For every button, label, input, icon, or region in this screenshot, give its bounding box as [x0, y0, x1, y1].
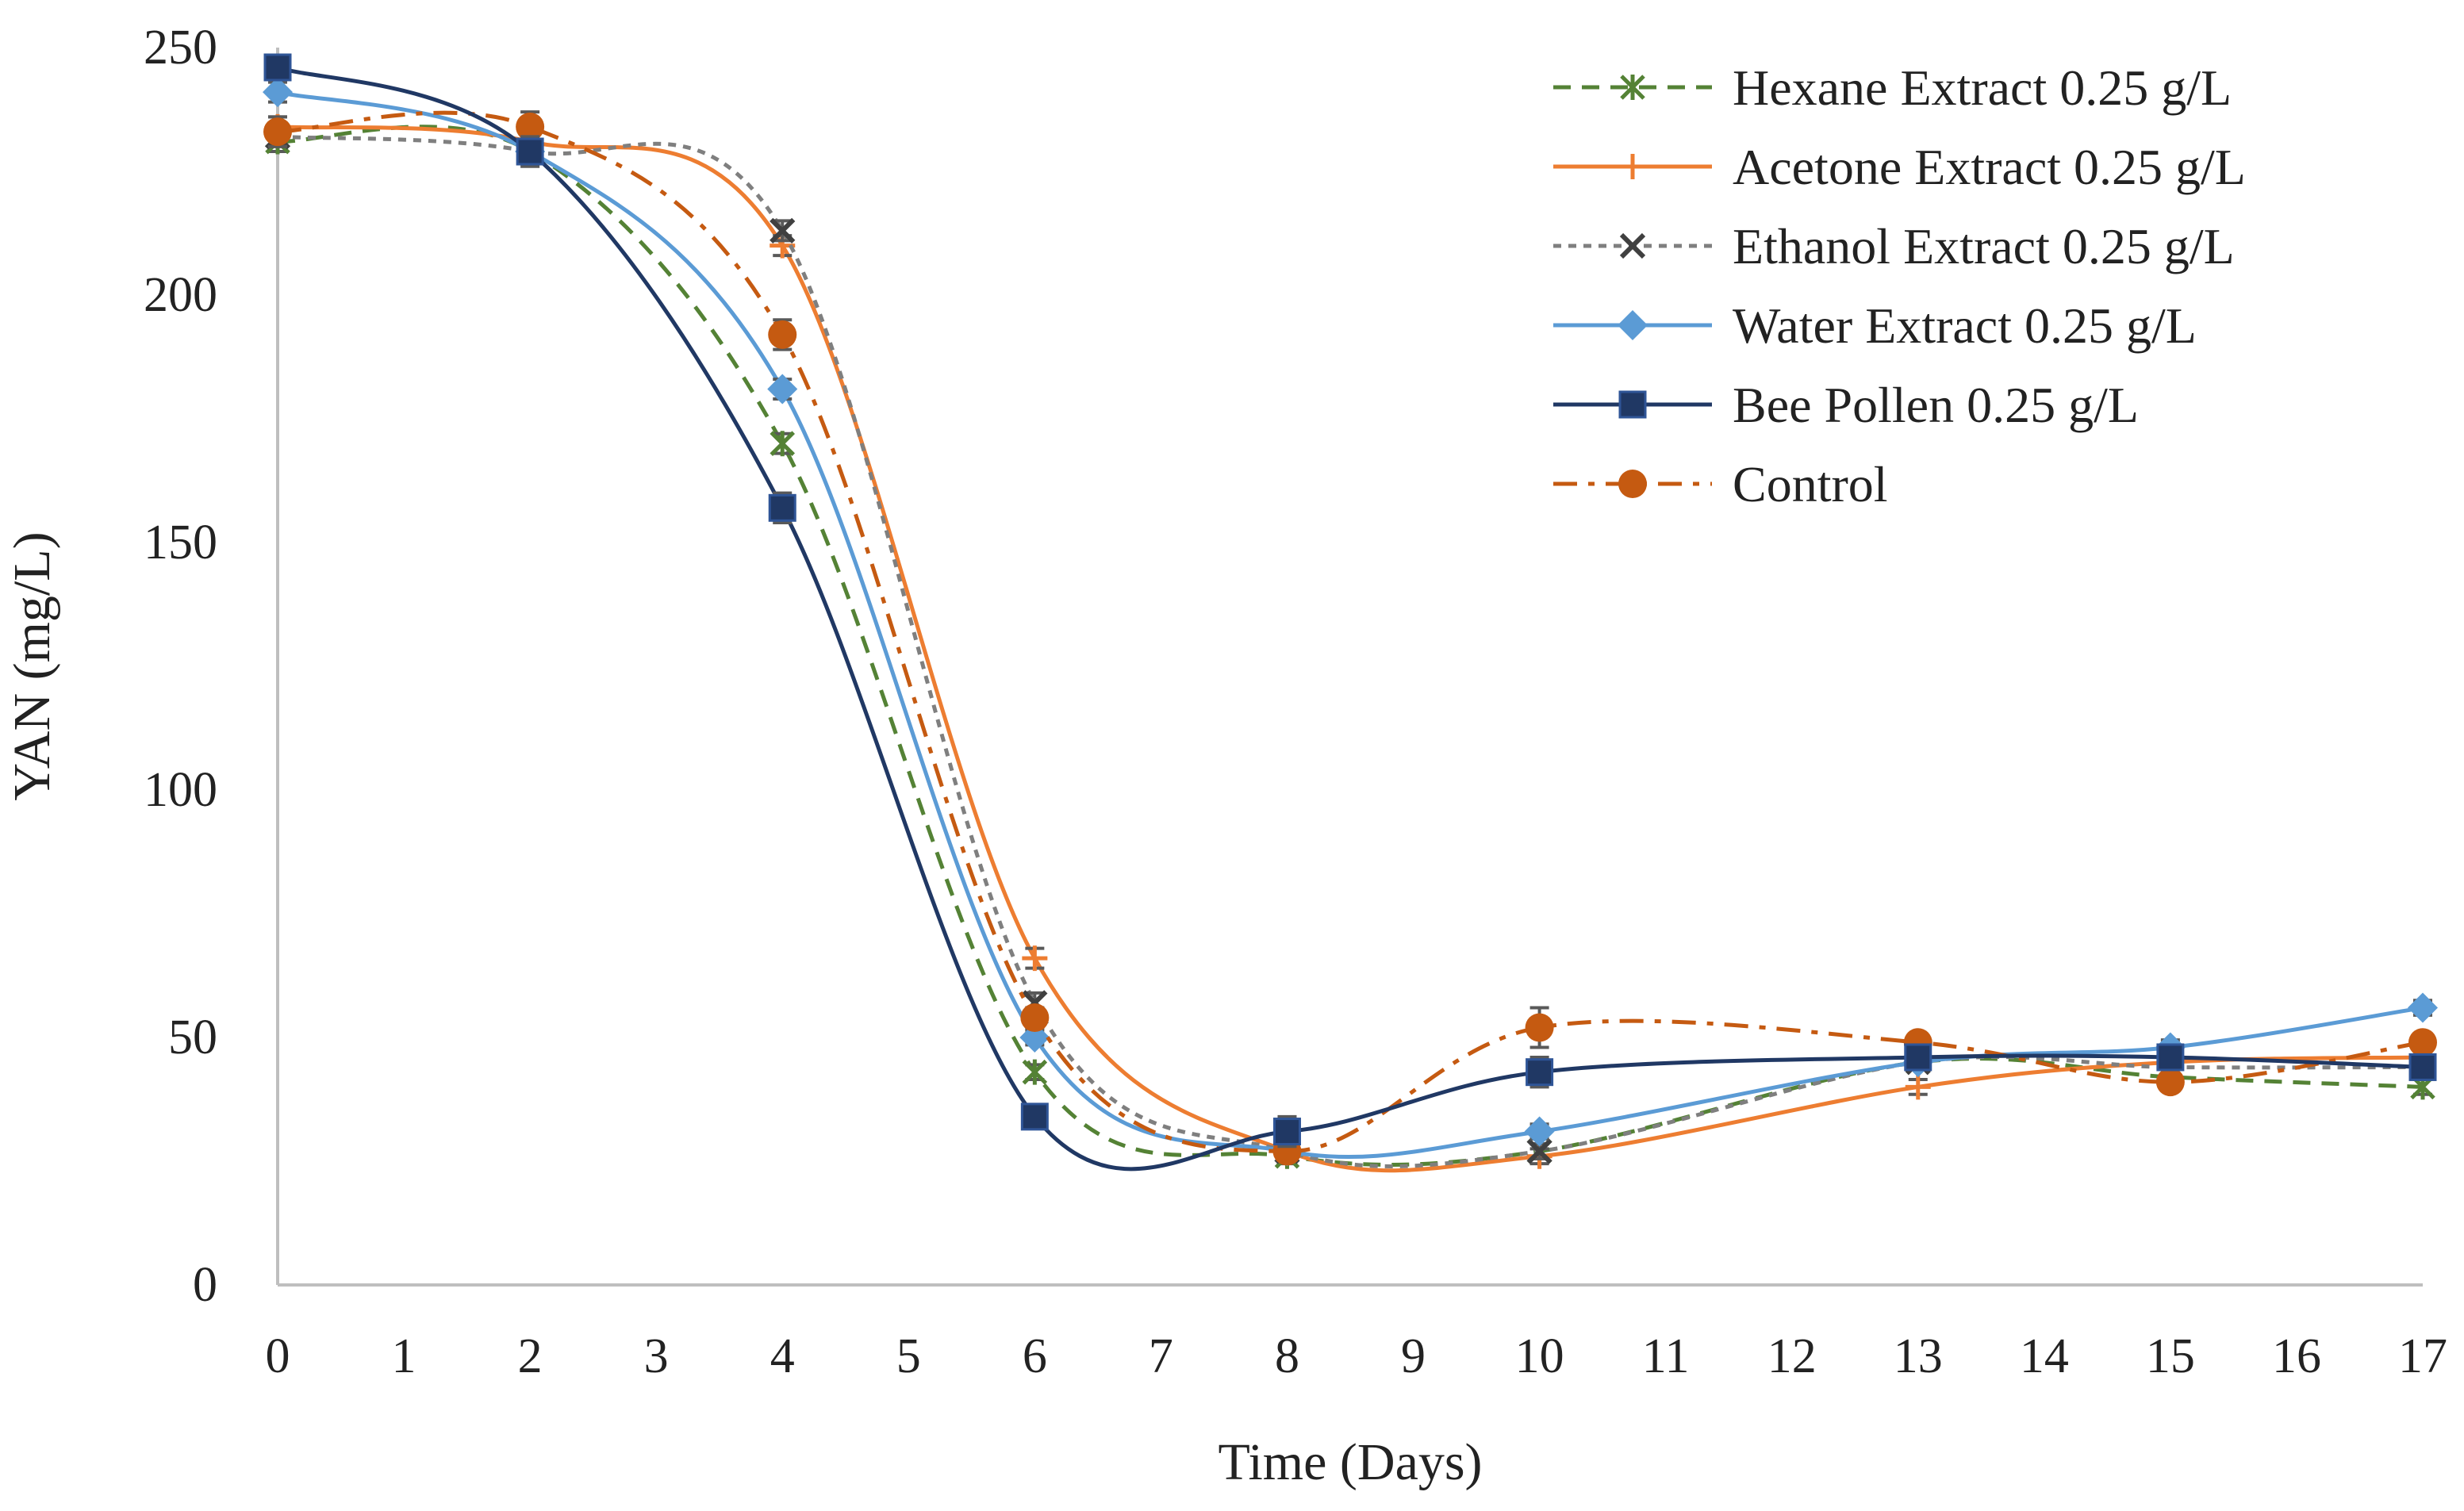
data-point: [2156, 1043, 2185, 1072]
legend-label: Water Extract 0.25 g/L: [1733, 297, 2197, 354]
data-point: [1525, 1013, 1554, 1042]
data-point: [770, 217, 796, 244]
series-line: [277, 65, 2424, 1172]
data-point: [516, 137, 544, 166]
axes: [276, 48, 2423, 1287]
y-tick-label: 200: [144, 268, 217, 322]
series-layer: [263, 53, 2438, 1173]
y-tick-label: 250: [144, 21, 217, 75]
legend-marker: [1618, 390, 1647, 419]
legend-label: Ethanol Extract 0.25 g/L: [1733, 218, 2235, 274]
y-tick-label: 100: [144, 763, 217, 817]
x-tick-label: 3: [644, 1329, 669, 1383]
data-point: [1020, 1103, 1049, 1131]
data-point: [1526, 1138, 1552, 1164]
data-point: [1022, 945, 1048, 972]
data-point: [516, 112, 545, 141]
data-point: [767, 374, 798, 405]
data-point: [768, 493, 796, 522]
legend-item: Control: [1553, 456, 1888, 512]
legend-marker: [1619, 232, 1646, 259]
data-point: [770, 431, 796, 457]
legend-marker: [1618, 470, 1647, 498]
x-tick-label: 10: [1515, 1329, 1564, 1383]
series-line: [277, 90, 2424, 1160]
x-tick-label: 7: [1149, 1329, 1173, 1383]
legend-item: Bee Pollen 0.25 g/L: [1553, 377, 2139, 433]
x-tick-label: 8: [1275, 1329, 1299, 1383]
x-tick-label: 14: [2020, 1329, 2069, 1383]
y-tick-labels: 0 50 100 150 200 250: [144, 21, 217, 1312]
data-point: [768, 320, 797, 349]
y-tick-label: 0: [193, 1258, 217, 1312]
legend-item: Ethanol Extract 0.25 g/L: [1553, 218, 2235, 274]
data-point: [1020, 1003, 1050, 1033]
x-tick-label: 11: [1642, 1329, 1690, 1383]
y-axis-title: YAN (mg/L): [3, 531, 61, 800]
legend-marker: [1620, 75, 1645, 100]
y-tick-label: 150: [144, 516, 217, 570]
data-point: [2155, 1068, 2185, 1097]
x-tick-label: 16: [2272, 1329, 2321, 1383]
y-tick-label: 50: [168, 1011, 217, 1064]
legend-label: Acetone Extract 0.25 g/L: [1733, 139, 2246, 195]
legend: Hexane Extract 0.25 g/L Acetone Extract 0…: [1553, 59, 2246, 512]
x-tick-label: 0: [266, 1329, 290, 1383]
legend-label: Control: [1733, 456, 1888, 512]
x-tick-label: 2: [518, 1329, 543, 1383]
legend-item: Hexane Extract 0.25 g/L: [1553, 59, 2232, 116]
x-tick-labels: 0 1 2 3 4 5 6 7 8 9 10 11 12 13 14 15 16 17: [266, 1329, 2448, 1383]
x-tick-label: 17: [2398, 1329, 2447, 1383]
legend-item: Water Extract 0.25 g/L: [1553, 297, 2197, 354]
legend-item: Acetone Extract 0.25 g/L: [1553, 139, 2246, 195]
data-point: [1905, 1074, 1931, 1100]
legend-marker: [1618, 310, 1648, 340]
x-tick-label: 9: [1401, 1329, 1426, 1383]
legend-label: Bee Pollen 0.25 g/L: [1733, 377, 2139, 433]
series-line: [277, 110, 2424, 1154]
x-tick-label: 13: [1894, 1329, 1943, 1383]
data-point: [1272, 1118, 1301, 1146]
x-tick-label: 1: [392, 1329, 416, 1383]
x-axis-title: Time (Days): [1218, 1433, 1482, 1491]
data-point: [263, 77, 293, 108]
series-group: [263, 53, 2437, 1172]
x-tick-label: 12: [1767, 1329, 1817, 1383]
legend-marker: [1620, 154, 1645, 179]
data-point: [263, 53, 292, 82]
data-point: [2408, 1028, 2437, 1057]
data-point: [2408, 1053, 2437, 1081]
data-point: [2408, 992, 2438, 1023]
data-point: [1022, 1059, 1048, 1085]
data-point: [1526, 1058, 1554, 1087]
data-point: [1524, 1116, 1555, 1147]
data-point: [1019, 1022, 1050, 1053]
x-tick-label: 5: [896, 1329, 921, 1383]
data-point: [263, 117, 292, 147]
x-tick-label: 15: [2146, 1329, 2195, 1383]
series-line: [277, 125, 2424, 1173]
x-tick-label: 4: [770, 1329, 795, 1383]
data-point: [1904, 1043, 1932, 1072]
x-tick-label: 6: [1023, 1329, 1047, 1383]
legend-label: Hexane Extract 0.25 g/L: [1733, 59, 2232, 116]
